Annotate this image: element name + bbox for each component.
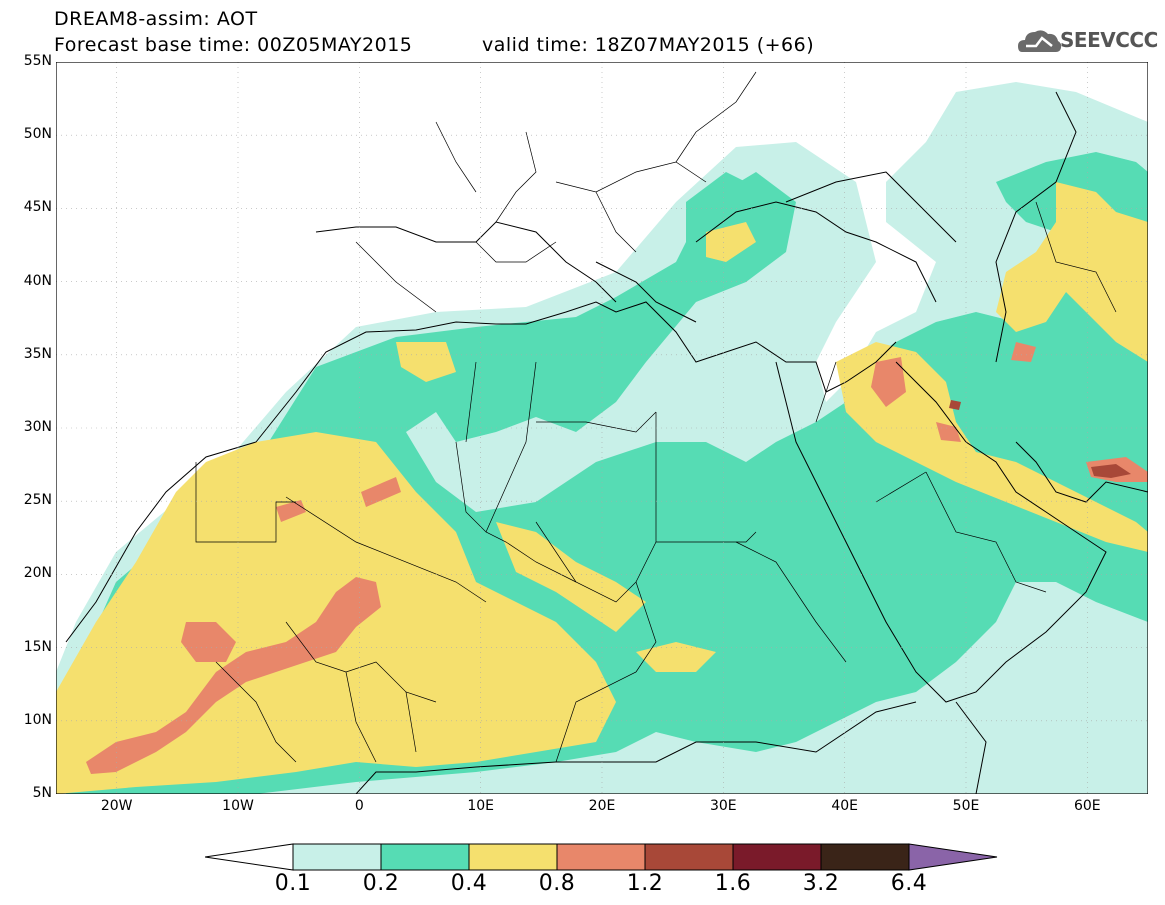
lat-label: 25N [23,492,52,509]
lat-label: 10N [23,711,52,728]
country-borders [195,71,1117,763]
colorbar-label: 1.6 [714,871,752,896]
lon-label: 10W [222,798,254,814]
colorbar-label: 0.1 [274,871,312,896]
lat-label: 55N [23,53,52,69]
colorbar-label: 0.8 [538,871,576,896]
colorbar-label: 3.2 [802,871,840,896]
valid-time: valid time: 18Z07MAY2015 (+66) [482,34,815,56]
colorbar-segment [292,843,382,871]
colorbar-label: 0.4 [450,871,488,896]
colorbar-segment [468,843,558,871]
lat-label: 30N [23,419,52,435]
lat-label: 40N [23,272,52,289]
lon-label: 50E [952,798,980,814]
colorbar-segment [380,843,470,871]
colorbar-segment [820,843,910,871]
forecast-base-time: Forecast base time: 00Z05MAY2015 [54,34,413,56]
colorbar [205,843,998,871]
colorbar-label: 1.2 [626,871,664,896]
graticule [56,62,1148,794]
lon-label: 30E [709,798,737,814]
colorbar-segment [732,843,822,871]
lon-label: 10E [467,798,494,814]
aot-map [56,62,1148,794]
colorbar-segment [908,843,998,871]
coastlines [65,91,1148,794]
lat-label: 15N [23,638,52,655]
cloud-icon [1018,30,1062,52]
map-title: DREAM8-assim: AOT [54,8,258,30]
colorbar-segment [644,843,734,871]
colorbar-label: 0.2 [362,871,400,896]
lat-label: 45N [23,199,52,216]
lon-label: 40E [831,798,858,814]
lon-label: 20W [100,798,133,814]
logo-text: SEEVCCC [1060,28,1158,52]
lon-label: 0 [354,798,364,814]
colorbar-segment [556,843,646,871]
lat-label: 20N [23,565,52,582]
lat-label: 35N [23,345,52,362]
colorbar-label: 6.4 [890,871,928,896]
aot-band-1.2 [949,400,1131,478]
lat-label: 5N [32,785,52,801]
lon-label: 20E [588,798,616,814]
colorbar-segment [205,843,294,871]
lat-label: 50N [23,126,52,143]
lon-label: 60E [1073,798,1101,814]
